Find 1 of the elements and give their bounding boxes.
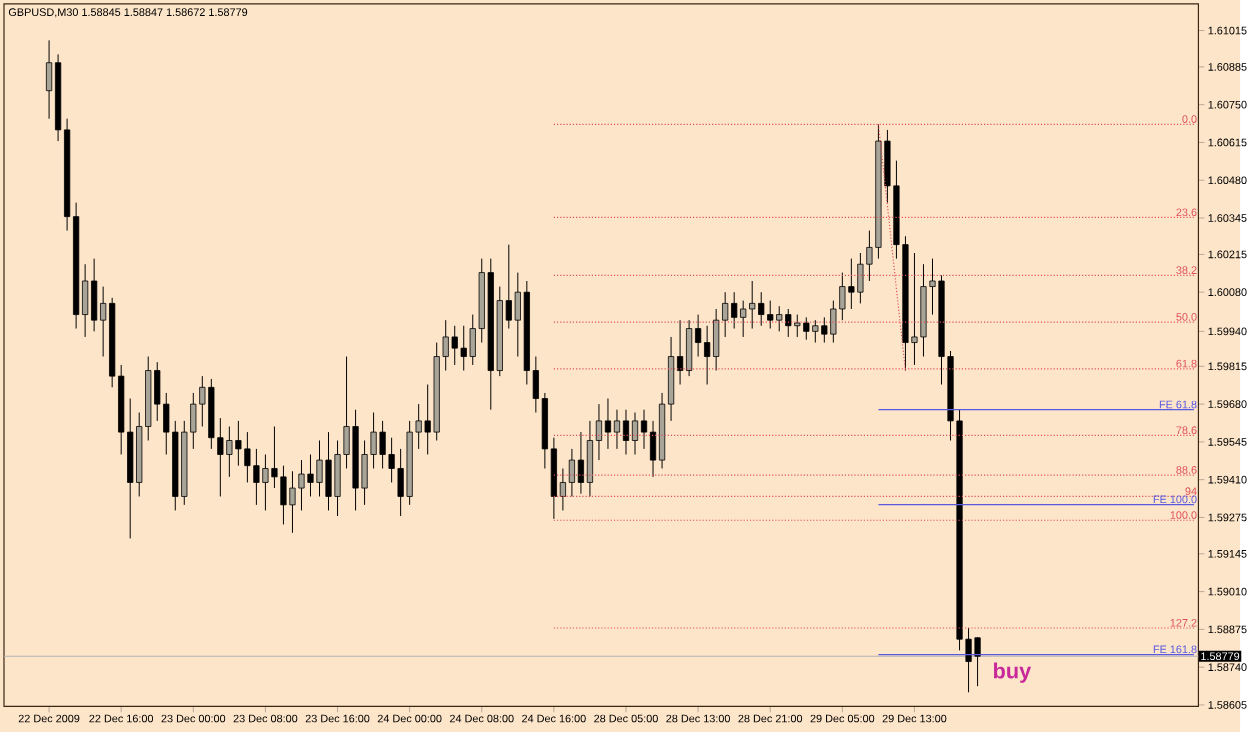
annotation: buy: [993, 662, 1032, 683]
